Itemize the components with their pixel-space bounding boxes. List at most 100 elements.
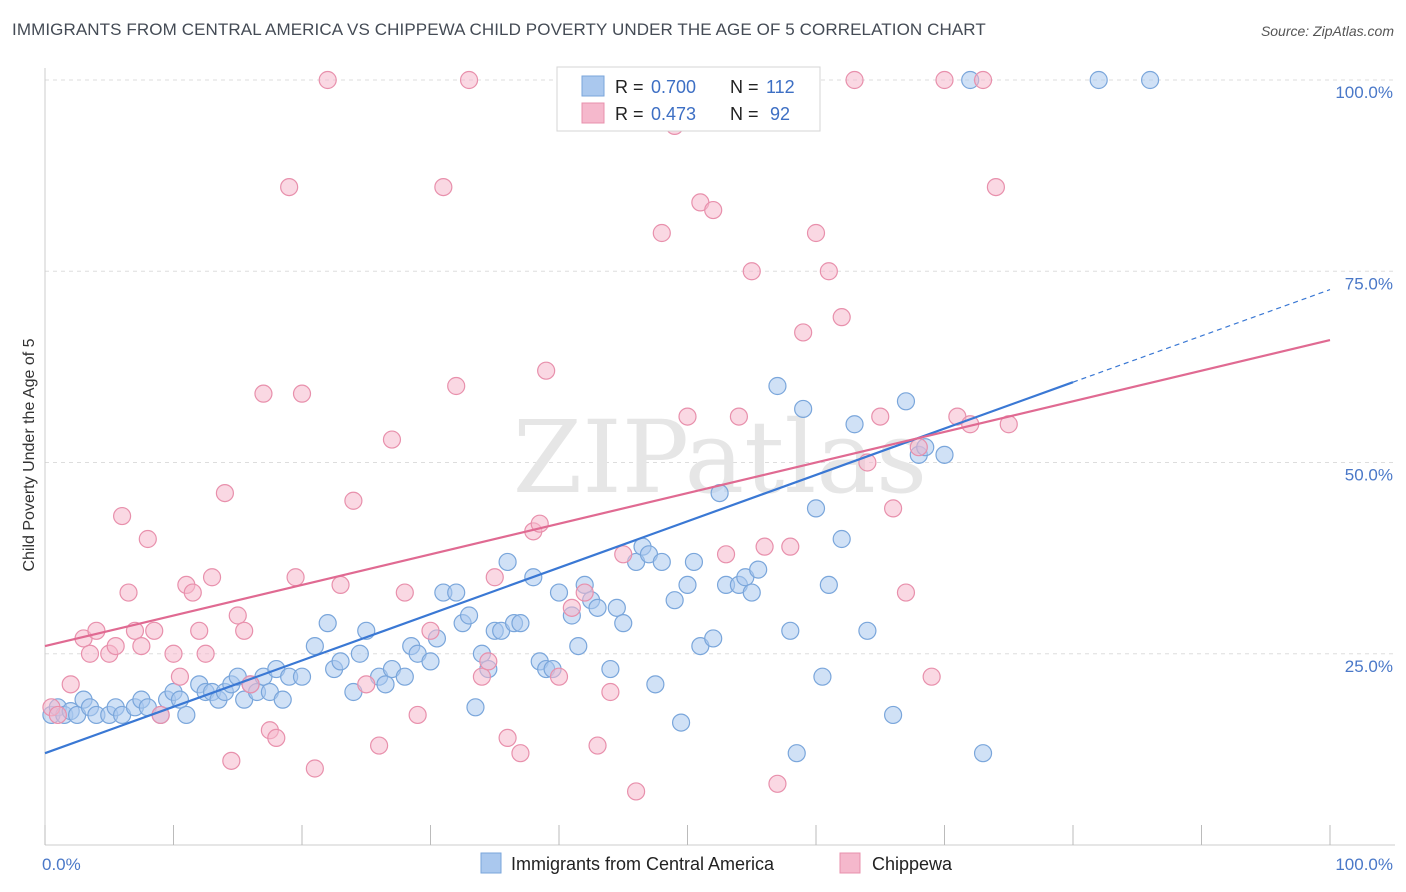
y-tick-label-3: 100.0% (1335, 83, 1393, 102)
legend-n-label-2: N = (730, 104, 759, 124)
chippewa-point-4 (80, 644, 100, 663)
chippewa-point-25 (235, 621, 254, 640)
chippewa-point-20 (196, 644, 215, 663)
chippewa-point-68 (729, 407, 749, 426)
chippewa-point-83 (922, 667, 941, 686)
chippewa-point-2 (61, 675, 80, 694)
chippewa-point-57 (588, 736, 607, 755)
immigrants-trend-extension (1072, 289, 1331, 383)
correlation-legend: R = 0.700 N = 112 R = 0.473 N = 92 (556, 66, 821, 132)
immigrants-point-81 (671, 713, 691, 732)
chippewa-point-1 (48, 705, 67, 725)
chippewa-point-72 (781, 537, 800, 556)
y-tick-label-1: 50.0% (1345, 466, 1393, 485)
immigrants-point-110 (1140, 70, 1160, 90)
legend-r-label-2: R = (615, 104, 644, 124)
immigrants-point-106 (935, 445, 954, 464)
chippewa-point-5 (87, 621, 106, 640)
chippewa-point-47 (479, 652, 498, 671)
chippewa-point-39 (382, 430, 402, 449)
series-legend: Immigrants from Central America Chippewa (480, 852, 953, 874)
chippewa-point-9 (119, 583, 138, 602)
chippewa-point-30 (280, 178, 299, 197)
immigrants-point-93 (781, 621, 800, 640)
chippewa-point-82 (909, 438, 928, 457)
chippewa-point-22 (215, 484, 234, 503)
chippewa-point-13 (145, 621, 164, 640)
y-tick-label-2: 75.0% (1345, 274, 1393, 293)
chippewa-point-48 (485, 568, 504, 587)
immigrants-point-79 (652, 552, 671, 572)
chippewa-point-59 (614, 545, 633, 564)
tick-labels: 25.0% 50.0% 75.0% 100.0% 0.0% 100.0% (42, 83, 1393, 874)
chippewa-point-36 (344, 491, 363, 510)
immigrants-point-103 (896, 392, 916, 411)
immigrants-point-61 (511, 614, 530, 633)
immigrants-point-96 (806, 499, 826, 518)
immigrants-point-40 (350, 644, 369, 663)
chippewa-point-62 (652, 223, 671, 243)
immigrants-point-92 (768, 376, 787, 396)
legend-r-label-1: R = (615, 77, 644, 97)
chippewa-point-49 (498, 728, 517, 748)
immigrants-point-68 (569, 636, 588, 656)
chippewa-point-8 (112, 506, 132, 526)
chippewa-point-58 (601, 682, 620, 702)
chippewa-point-35 (331, 575, 350, 595)
immigrants-point-82 (678, 575, 697, 595)
chippewa-point-27 (254, 384, 273, 403)
chippewa-point-24 (228, 606, 247, 625)
chippewa-point-33 (305, 759, 324, 778)
chippewa-point-56 (575, 583, 594, 602)
chippewa-point-18 (183, 583, 202, 602)
chippewa-point-29 (267, 728, 286, 748)
immigrants-point-95 (794, 399, 813, 419)
chippewa-point-11 (132, 636, 151, 656)
immigrants-point-98 (819, 575, 838, 595)
chippewa-point-45 (459, 70, 479, 90)
chippewa-point-74 (806, 223, 826, 243)
immigrants-point-59 (498, 552, 517, 572)
immigrants-point-32 (273, 690, 292, 709)
chippewa-point-53 (537, 361, 556, 380)
immigrants-point-74 (614, 614, 633, 633)
immigrants-point-85 (704, 629, 723, 648)
grid-lines (45, 79, 1395, 655)
chippewa-point-75 (819, 262, 838, 281)
immigrants-point-71 (588, 598, 607, 617)
chippewa-point-15 (164, 644, 183, 663)
legend-swatch-pink (581, 102, 605, 124)
chippewa-point-88 (986, 178, 1006, 197)
chippewa-point-70 (755, 537, 774, 556)
immigrants-point-108 (973, 744, 993, 763)
chippewa-point-42 (421, 621, 440, 640)
immigrants-point-78 (646, 675, 665, 694)
immigrants-point-99 (832, 529, 851, 549)
immigrants-point-73 (607, 598, 626, 617)
chippewa-point-67 (716, 545, 736, 564)
immigrants-point-18 (177, 705, 196, 725)
immigrants-point-91 (749, 560, 768, 579)
chippewa-point-34 (318, 70, 337, 90)
chippewa-point-32 (292, 384, 312, 403)
immigrants-point-109 (1089, 70, 1108, 90)
legend-swatch-blue (581, 75, 605, 97)
chippewa-point-12 (138, 529, 157, 549)
y-tick-label-0: 25.0% (1345, 657, 1393, 676)
chart-title: IMMIGRANTS FROM CENTRAL AMERICA VS CHIPP… (12, 20, 986, 39)
bottom-legend-label-blue: Immigrants from Central America (511, 854, 775, 874)
immigrants-point-72 (601, 659, 620, 679)
immigrants-point-97 (813, 667, 832, 686)
chippewa-point-43 (434, 178, 453, 197)
immigrants-point-90 (742, 583, 761, 602)
chippewa-point-64 (678, 407, 697, 426)
chippewa-trend-line (44, 339, 1331, 648)
chippewa-point-31 (286, 568, 305, 587)
trend-lines (44, 289, 1331, 755)
legend-n-value-2: 92 (770, 104, 790, 124)
chippewa-point-16 (170, 667, 190, 686)
x-tick-label-0: 0.0% (42, 855, 81, 874)
chippewa-point-81 (896, 583, 916, 602)
chippewa-point-37 (357, 675, 376, 694)
immigrants-point-34 (292, 667, 312, 686)
